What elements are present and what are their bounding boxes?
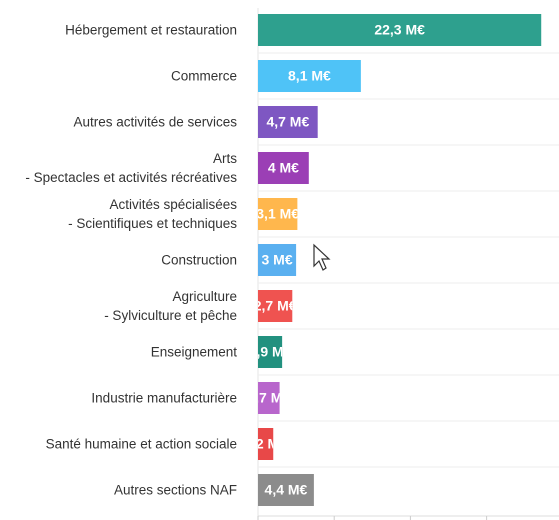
value-label: 1,7 M€ [247, 390, 290, 406]
bar [258, 106, 318, 138]
bar-group: 3 M€ [258, 244, 297, 276]
category-label: Industrie manufacturière [91, 390, 237, 406]
bar-group: 3,1 M€ [256, 198, 299, 230]
bar [258, 60, 361, 92]
value-label: 1,2 M€ [244, 436, 287, 452]
cursor [313, 243, 331, 271]
category-label: Hébergement et restauration [65, 22, 237, 38]
bar-group: 22,3 M€ [258, 14, 542, 46]
category-label: Enseignement [150, 344, 237, 360]
bar [258, 474, 314, 506]
value-label: 22,3 M€ [374, 22, 425, 38]
category-label: Construction [161, 252, 237, 268]
value-label: 1,9 M€ [249, 344, 292, 360]
bar [258, 290, 293, 322]
value-label: 8,1 M€ [288, 68, 331, 84]
category-label: Autres sections NAF [113, 482, 237, 498]
value-label: 4,7 M€ [266, 114, 309, 130]
bar [258, 244, 297, 276]
bar-group: 1,9 M€ [249, 336, 292, 368]
bar [258, 152, 309, 184]
value-label: 2,7 M€ [254, 298, 297, 314]
value-label: 3 M€ [261, 252, 292, 268]
bar [258, 198, 298, 230]
bar [258, 428, 274, 460]
value-label: 4,4 M€ [265, 482, 308, 498]
bar-group: 4,7 M€ [258, 106, 318, 138]
category-label: Santé humaine et action sociale [45, 436, 237, 452]
bar-group: 1,7 M€ [247, 382, 290, 414]
value-label: 3,1 M€ [256, 206, 299, 222]
category-label: Activités spécialisées - Scientifiques e… [68, 197, 237, 231]
bar-group: 4,4 M€ [258, 474, 314, 506]
bar-group: 1,2 M€ [244, 428, 287, 460]
category-label: Arts - Spectacles et activités récréativ… [25, 151, 237, 185]
bar-group: 4 M€ [258, 152, 309, 184]
bar [258, 14, 542, 46]
bar [258, 336, 283, 368]
bar-group: 8,1 M€ [258, 60, 361, 92]
category-label: Agriculture - Sylviculture et pêche [104, 289, 237, 323]
bar-group: 2,7 M€ [254, 290, 297, 322]
bar [258, 382, 280, 414]
category-label: Commerce [170, 68, 237, 84]
value-label: 4 M€ [268, 160, 299, 176]
category-label: Autres activités de services [73, 114, 237, 130]
